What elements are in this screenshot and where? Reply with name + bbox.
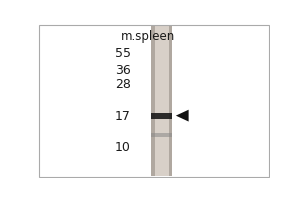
FancyBboxPatch shape	[152, 26, 172, 176]
Text: 10: 10	[115, 141, 130, 154]
Text: 28: 28	[115, 78, 130, 91]
FancyBboxPatch shape	[152, 113, 172, 119]
Polygon shape	[176, 110, 189, 122]
Text: 36: 36	[115, 64, 130, 77]
Text: 17: 17	[115, 110, 130, 123]
Text: m.spleen: m.spleen	[121, 30, 175, 43]
Text: 55: 55	[115, 47, 130, 60]
FancyBboxPatch shape	[152, 133, 172, 137]
FancyBboxPatch shape	[155, 26, 169, 176]
